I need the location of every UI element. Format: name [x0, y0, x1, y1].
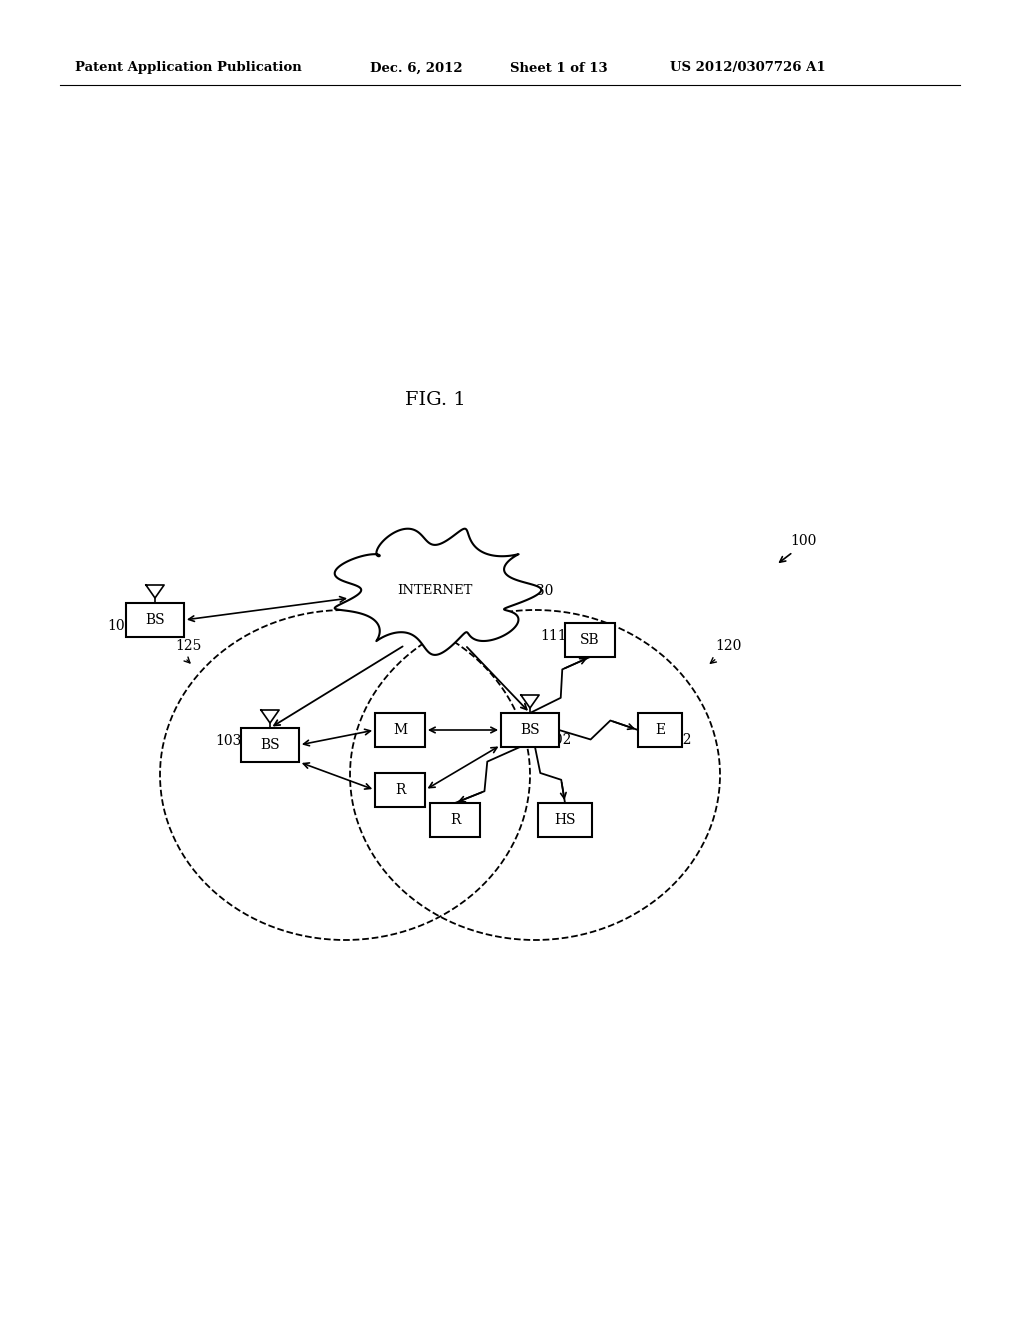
Text: Dec. 6, 2012: Dec. 6, 2012 [370, 62, 463, 74]
Text: 113: 113 [565, 822, 592, 837]
Bar [126, 603, 184, 638]
Text: Sheet 1 of 13: Sheet 1 of 13 [510, 62, 607, 74]
Text: BS: BS [260, 738, 280, 752]
Bar [538, 803, 592, 837]
Bar [501, 713, 559, 747]
Text: US 2012/0307726 A1: US 2012/0307726 A1 [670, 62, 825, 74]
Text: 102: 102 [545, 733, 571, 747]
Bar [375, 774, 425, 807]
Text: M: M [393, 723, 408, 737]
Text: BS: BS [145, 612, 165, 627]
Bar [565, 623, 615, 657]
Text: HS: HS [554, 813, 575, 828]
Bar [375, 713, 425, 747]
Text: 114: 114 [450, 822, 476, 837]
Text: 125: 125 [175, 639, 202, 653]
Text: BS: BS [520, 723, 540, 737]
Text: 115: 115 [372, 733, 398, 747]
Bar [430, 803, 480, 837]
Text: Patent Application Publication: Patent Application Publication [75, 62, 302, 74]
Text: FIG. 1: FIG. 1 [404, 391, 465, 409]
Bar [241, 729, 299, 762]
Text: 112: 112 [665, 733, 691, 747]
Text: 120: 120 [715, 639, 741, 653]
Text: 100: 100 [790, 535, 816, 548]
Text: 101: 101 [106, 619, 133, 634]
Text: R: R [395, 783, 406, 797]
Text: 103: 103 [215, 734, 242, 748]
Bar [638, 713, 682, 747]
Text: 111: 111 [540, 630, 566, 643]
Text: E: E [655, 723, 665, 737]
Text: R: R [450, 813, 460, 828]
Polygon shape [335, 529, 542, 655]
Text: 130: 130 [527, 583, 553, 598]
Text: INTERNET: INTERNET [397, 583, 473, 597]
Text: 116: 116 [386, 793, 413, 807]
Text: SB: SB [581, 634, 600, 647]
